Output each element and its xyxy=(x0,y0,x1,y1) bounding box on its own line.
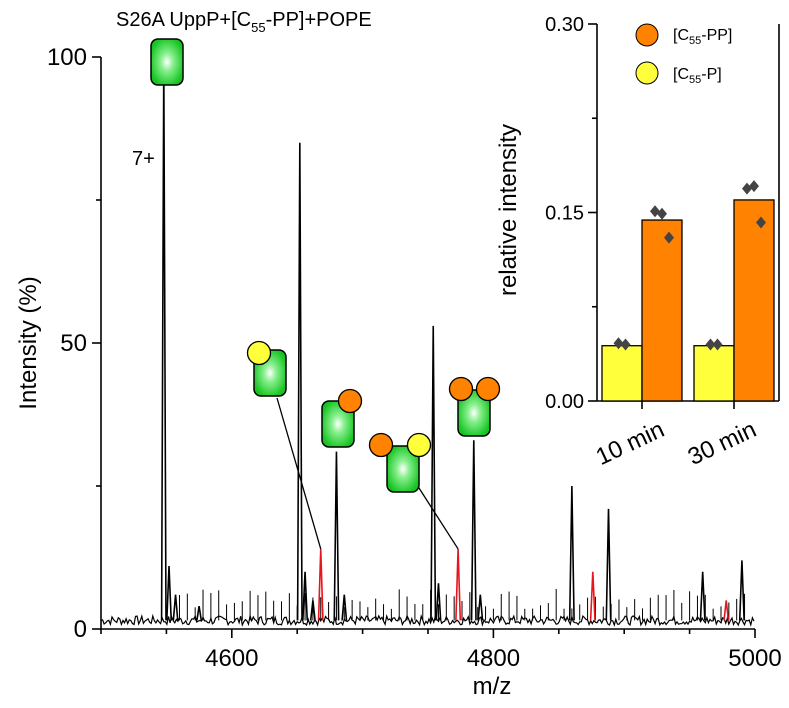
legend-c55p-marker xyxy=(635,61,659,85)
spectrum-peak-red xyxy=(723,600,730,621)
bar-c55p xyxy=(601,345,643,402)
spectrum-peak xyxy=(738,560,745,621)
bar-c55pp xyxy=(641,219,683,402)
y-axis-label: Intensity (%) xyxy=(15,276,42,409)
x-axis-label: m/z xyxy=(473,673,512,700)
spectrum-peak xyxy=(196,605,203,621)
spectrum-peak xyxy=(166,566,173,621)
x-tick-label: 4800 xyxy=(467,645,520,672)
inset-category-label: 30 min xyxy=(684,416,761,471)
x-tick-label: 5000 xyxy=(728,645,781,672)
replicate-point xyxy=(664,231,674,244)
legend-c55pp-label: [C55-PP] xyxy=(673,27,732,47)
spectrum-peak xyxy=(699,571,706,621)
spectrum-peak xyxy=(309,600,316,621)
inset-y-axis-label: relative intensity xyxy=(495,124,522,296)
replicate-point xyxy=(749,180,759,193)
charge-state-label: 7+ xyxy=(132,148,155,170)
y-tick-label: 100 xyxy=(47,44,87,71)
protein-icon-2c55pp xyxy=(457,389,491,437)
spectrum-peak xyxy=(333,451,340,621)
legend-c55pp-marker xyxy=(635,23,659,47)
spectrum-peak xyxy=(435,583,442,621)
spectrum-peak xyxy=(477,594,484,621)
legend-c55p-label: [C55-P] xyxy=(673,66,722,86)
replicate-point xyxy=(620,338,631,351)
replicate-point xyxy=(756,216,766,229)
y-tick-label: 0 xyxy=(74,616,87,643)
spectrum-peak xyxy=(160,62,167,621)
replicate-point xyxy=(613,337,624,350)
lipid-c55pp-icon xyxy=(337,388,363,414)
replicate-point xyxy=(657,207,667,220)
bar-c55pp xyxy=(733,199,775,402)
annotation-leader-line xyxy=(276,397,322,550)
spectrum-peak xyxy=(430,325,437,621)
lipid-c55p-icon xyxy=(246,340,272,366)
bar-c55p xyxy=(693,345,735,402)
inset-category-label: 10 min xyxy=(592,416,669,471)
spectrum-peak xyxy=(470,440,477,621)
protein-icon-c55pp-c55p xyxy=(386,445,420,493)
spectrum-title: S26A UppP+[C55-PP]+POPE xyxy=(116,9,372,35)
inset-y-tick-label: 0.15 xyxy=(545,203,584,225)
replicate-point xyxy=(705,338,716,351)
spectrum-peak-red xyxy=(455,548,462,621)
inset-y-tick-label: 0.00 xyxy=(545,391,584,413)
protein-icon-apo xyxy=(150,38,184,86)
spectrum-peak xyxy=(341,594,348,621)
lipid-c55pp-icon xyxy=(448,376,474,402)
spectrum-peak xyxy=(605,508,612,621)
spectrum-peak xyxy=(568,485,575,621)
spectrum-peak xyxy=(172,594,179,621)
lipid-c55pp-icon xyxy=(475,376,501,402)
replicate-point xyxy=(712,338,723,351)
y-tick-label: 50 xyxy=(60,330,87,357)
lipid-c55pp-icon xyxy=(368,432,394,458)
spectrum-baseline xyxy=(100,613,755,628)
inset-y-tick-label: 0.30 xyxy=(545,14,584,36)
lipid-c55p-icon xyxy=(406,432,432,458)
spectrum-peak xyxy=(296,142,303,621)
inset-bar-chart: 0.00 0.15 0.30 10 min 30 min relative inten… xyxy=(495,14,780,471)
inset-legend: [C55-PP] [C55-P] xyxy=(635,23,732,86)
spectrum-peak xyxy=(302,571,309,621)
x-tick-label: 4600 xyxy=(205,645,258,672)
spectrum-peak-red xyxy=(589,571,596,621)
